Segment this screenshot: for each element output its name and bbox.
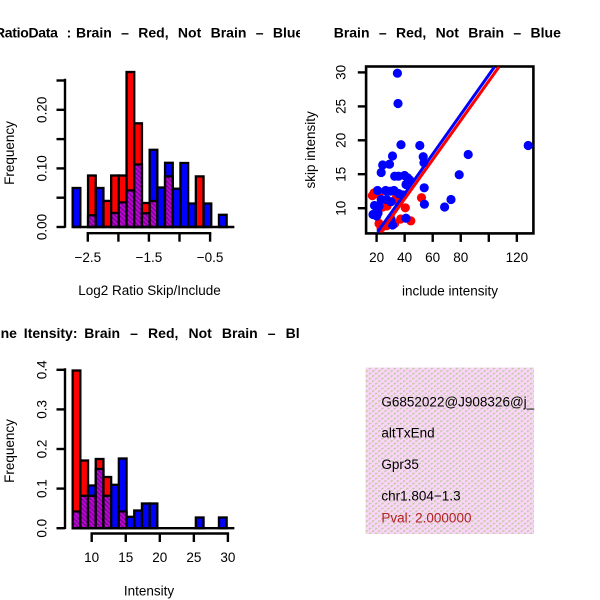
svg-text:chr1.804−1.3: chr1.804−1.3: [381, 488, 460, 503]
svg-text:0.4: 0.4: [35, 360, 50, 379]
svg-text:0.3: 0.3: [35, 400, 50, 419]
svg-text:120: 120: [506, 250, 529, 265]
svg-text:25: 25: [334, 99, 349, 114]
svg-text:include intensity: include intensity: [402, 284, 498, 299]
svg-text:20: 20: [369, 250, 384, 265]
svg-text:25: 25: [186, 550, 201, 565]
svg-text:Frequency: Frequency: [2, 121, 17, 185]
svg-text:0.10: 0.10: [35, 155, 50, 181]
svg-text:−1.5: −1.5: [136, 250, 163, 265]
svg-text:40: 40: [397, 250, 412, 265]
svg-text:0.0: 0.0: [35, 519, 50, 538]
svg-text:Pval: 2.000000: Pval: 2.000000: [381, 510, 471, 525]
svg-text:−0.5: −0.5: [197, 250, 224, 265]
svg-text:0.20: 0.20: [35, 97, 50, 123]
svg-text:0.00: 0.00: [35, 214, 50, 240]
svg-text:Intensity: Intensity: [124, 584, 175, 599]
svg-text:10: 10: [334, 201, 349, 216]
svg-text:30: 30: [334, 65, 349, 80]
svg-text:Brain – Red, Not Brain – Blue: Brain – Red, Not Brain – Blue: [334, 25, 561, 41]
svg-text:Brain – Red, Not Brain – Blue: Brain – Red, Not Brain – Blue: [76, 25, 303, 41]
svg-text:skip intensity: skip intensity: [303, 111, 318, 189]
svg-text:0.2: 0.2: [35, 440, 50, 459]
svg-text:RatioData :: RatioData :: [0, 25, 71, 41]
svg-text:Frequency: Frequency: [2, 419, 17, 483]
svg-text:20: 20: [152, 550, 167, 565]
svg-text:Gpr35: Gpr35: [381, 457, 419, 472]
svg-text:20: 20: [334, 133, 349, 148]
svg-text:altTxEnd: altTxEnd: [381, 425, 434, 440]
svg-text:80: 80: [453, 250, 468, 265]
svg-text:Log2 Ratio Skip/Include: Log2 Ratio Skip/Include: [78, 283, 221, 298]
svg-text:Gene Itensity:: Gene Itensity:: [0, 325, 78, 341]
svg-text:15: 15: [118, 550, 133, 565]
svg-text:15: 15: [334, 167, 349, 182]
svg-text:Brain – Red, Not Brain – Blue: Brain – Red, Not Brain – Blue: [84, 325, 316, 341]
svg-text:G6852022@J908326@j_: G6852022@J908326@j_: [381, 395, 534, 410]
svg-text:0.1: 0.1: [35, 479, 50, 498]
svg-text:30: 30: [220, 550, 235, 565]
svg-text:60: 60: [425, 250, 440, 265]
svg-text:−2.5: −2.5: [74, 250, 101, 265]
svg-text:10: 10: [84, 550, 99, 565]
